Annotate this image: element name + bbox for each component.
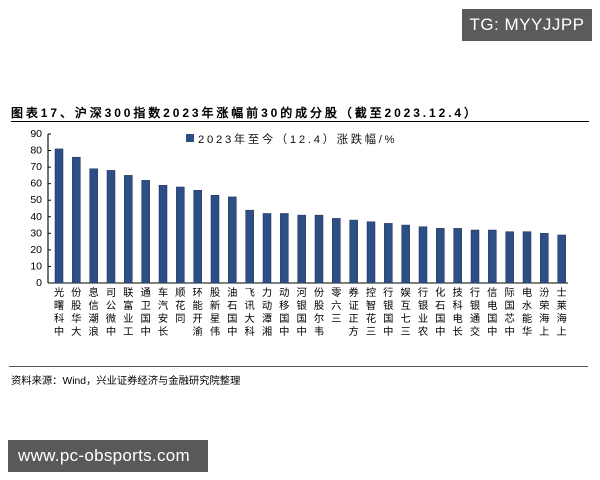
svg-text:30: 30 xyxy=(30,227,42,239)
svg-text:70: 70 xyxy=(30,161,42,173)
svg-text:0: 0 xyxy=(36,277,42,289)
svg-text:60: 60 xyxy=(30,178,42,190)
svg-text:10: 10 xyxy=(30,260,42,272)
svg-text:40: 40 xyxy=(30,211,42,223)
svg-text:20: 20 xyxy=(30,244,42,256)
svg-text:50: 50 xyxy=(30,194,42,206)
svg-text:90: 90 xyxy=(30,128,42,140)
svg-text:80: 80 xyxy=(30,145,42,157)
